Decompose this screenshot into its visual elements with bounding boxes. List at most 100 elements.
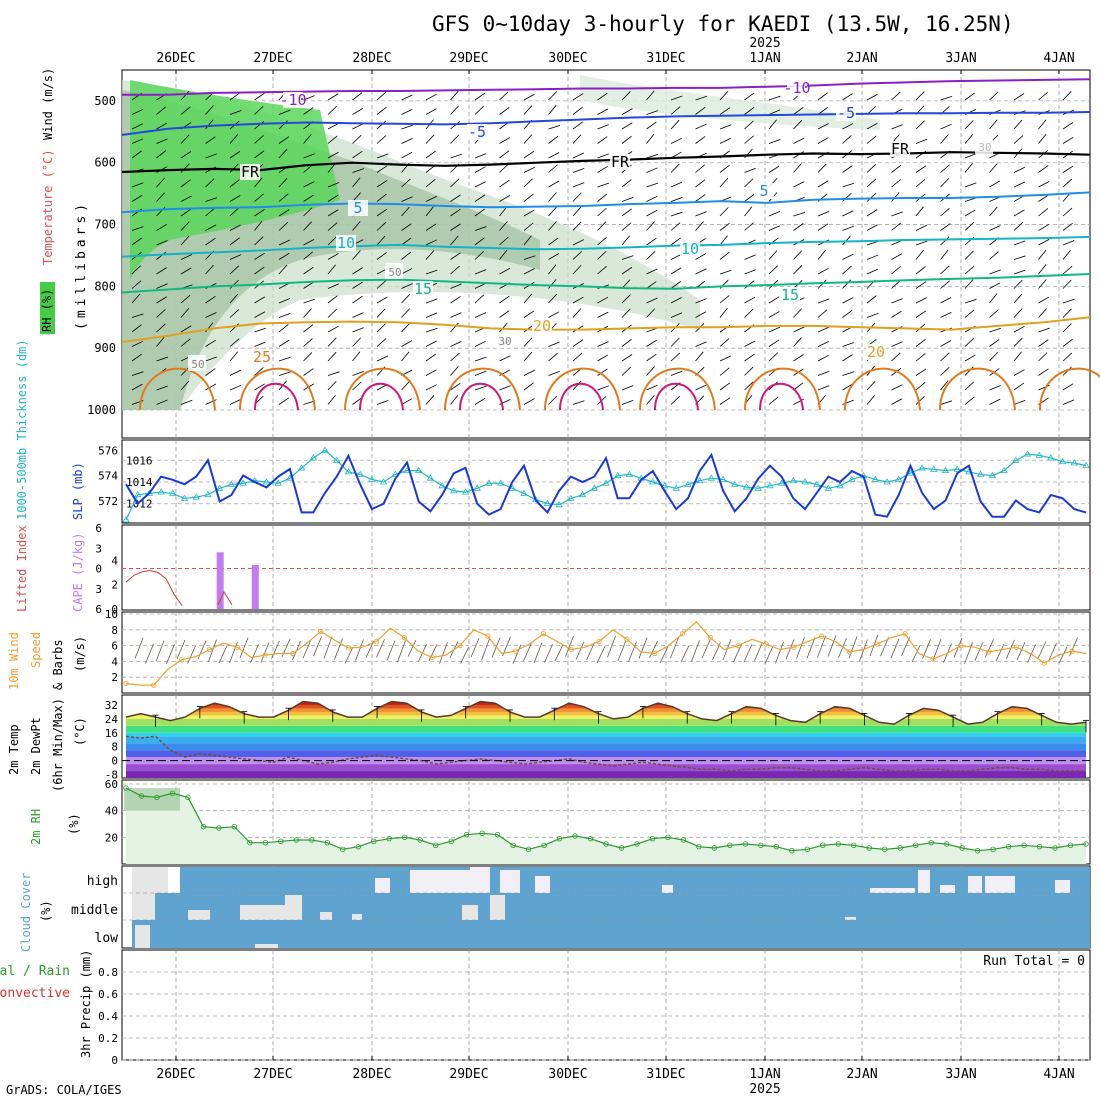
wind-barb [523, 222, 534, 231]
ylabel-temperature: Temperature (°C) [41, 149, 55, 265]
ylabel-wind-10m: 10m Wind [7, 632, 21, 690]
wind-barb [474, 92, 486, 101]
wind-barb [768, 95, 781, 101]
wind-barb [1013, 279, 1023, 289]
wind-barb [523, 193, 534, 202]
wind-barb [327, 123, 339, 130]
wind-barb [131, 109, 144, 115]
thickness-point [157, 488, 165, 495]
wind-barb [989, 327, 1002, 333]
thickness-point [274, 479, 282, 486]
wind-barb [817, 341, 830, 347]
cloud-clear-cell [490, 895, 505, 920]
ylabel-2m-dewpt: 2m DewPt [29, 717, 43, 775]
wind-barb [866, 395, 876, 405]
wind-barb [572, 221, 582, 231]
wind-barb [793, 308, 802, 318]
contour-30 [559, 382, 604, 411]
wind-barb [327, 337, 337, 347]
wind-barb [180, 221, 190, 231]
wind-barb [989, 351, 999, 362]
contour-label: FR [241, 163, 260, 181]
wind-barb [793, 181, 805, 188]
surface-wind-barb [386, 640, 396, 661]
pressure-tick-label: 500 [94, 94, 116, 108]
pressure-tick-label: 800 [94, 279, 116, 293]
slp-tick-label: 1014 [126, 476, 153, 489]
wind-barb [695, 123, 707, 130]
wind-barb [254, 105, 264, 115]
wind-barb [817, 249, 826, 260]
wind-barb [940, 367, 950, 376]
wind-barb [156, 399, 168, 405]
wind-speed-point [346, 645, 352, 651]
thickness-point [192, 493, 200, 500]
cloud-row-label: middle [71, 903, 118, 918]
wind-barb [964, 209, 976, 217]
thickness-point [309, 454, 318, 461]
thickness-point [134, 490, 142, 498]
wind-barb [793, 137, 805, 144]
wind-speed-point [679, 631, 686, 637]
surface-wind-barb [607, 635, 616, 658]
contour-label-bg [890, 141, 910, 157]
wind-barb [450, 382, 461, 391]
wind-barb [131, 123, 143, 130]
wind-barb [744, 167, 756, 173]
thickness-point [941, 466, 950, 473]
wind-barb [1038, 91, 1048, 101]
wind-barb [352, 327, 364, 333]
wind-barb [376, 180, 388, 188]
surface-wind-barb [691, 640, 700, 662]
wind-barb [278, 356, 291, 362]
wind-speed-point [206, 646, 213, 653]
surface-wind-barb [344, 646, 354, 664]
wind-barb [425, 269, 438, 275]
lifted-index-spike [217, 590, 233, 606]
wind-barb [964, 298, 977, 304]
wind-barb [450, 352, 460, 362]
wind-barb [131, 340, 143, 347]
wind-barb [817, 298, 830, 304]
wind-barb [744, 381, 754, 391]
wind-barb [670, 106, 681, 115]
rh-point [587, 835, 594, 842]
wind-barb [719, 207, 729, 217]
wind-tick-label: 4 [111, 655, 118, 668]
wind-barb [229, 110, 242, 115]
wind-barb [156, 240, 168, 246]
temperature-band [126, 725, 1086, 733]
wind-barb [131, 138, 144, 144]
wind-barb [229, 151, 241, 159]
cloud-clear-cell [500, 870, 520, 893]
wind-barb [744, 353, 755, 362]
wind-tick-label: 8 [111, 624, 118, 637]
wind-barb [254, 383, 266, 391]
thickness-point [461, 488, 470, 495]
wind-barb [621, 235, 630, 246]
wind-barb [621, 354, 633, 362]
contour-label: 5 [353, 199, 362, 217]
wind-barb [352, 371, 364, 376]
wind-barb [499, 107, 510, 115]
contour-label: 20 [533, 317, 551, 335]
wind-barb [499, 91, 509, 101]
wind-barb [425, 384, 437, 391]
wind-barb [719, 338, 730, 347]
rh-point [417, 837, 423, 843]
wind-barb [327, 194, 339, 202]
wind-barb [817, 279, 827, 289]
thickness-point [883, 478, 891, 485]
wind-barb [915, 240, 928, 246]
wind-barb [229, 237, 240, 246]
wind-barb [891, 91, 901, 101]
temp-tick-label: -8 [105, 769, 118, 782]
rh-point [789, 847, 795, 854]
date-label-top: 26DEC [156, 51, 195, 66]
cloud-row-label: low [95, 931, 119, 946]
surface-wind-barb [859, 639, 868, 662]
surface-wind-barb [817, 635, 826, 658]
surface-wind-barb [701, 639, 711, 659]
wind-barb [254, 150, 265, 159]
surface-wind-barb [995, 643, 1005, 662]
